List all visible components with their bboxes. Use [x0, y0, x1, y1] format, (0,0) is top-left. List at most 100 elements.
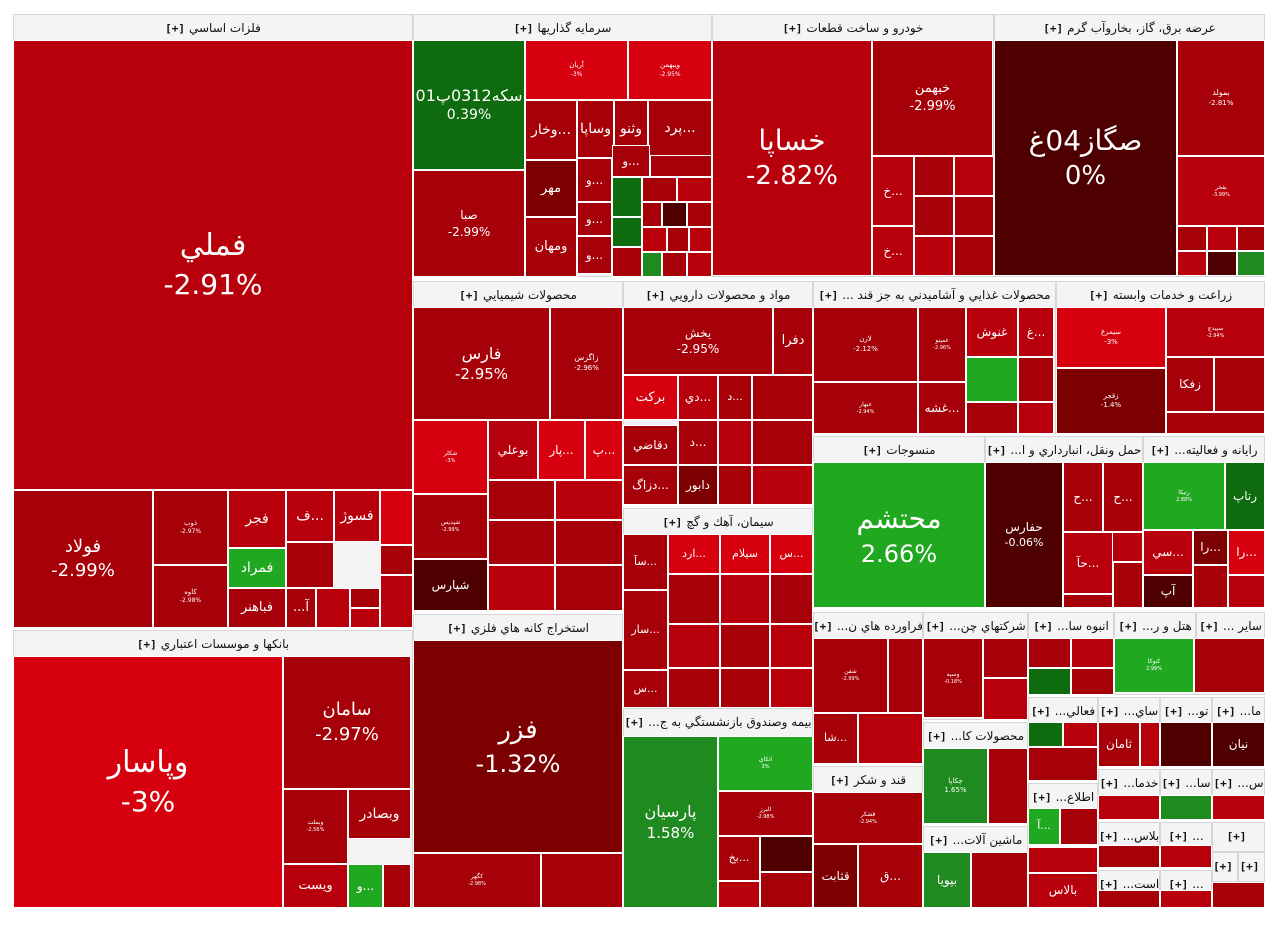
stock-tile[interactable]: پارسيان 1.58%	[623, 736, 718, 908]
stock-tile-small[interactable]	[720, 574, 770, 624]
stock-tile[interactable]: صبا -2.99%	[413, 170, 525, 277]
stock-tile[interactable]: ...پ	[585, 420, 623, 480]
stock-tile-small[interactable]	[752, 375, 813, 420]
stock-tile[interactable]: بوعلي	[488, 420, 538, 480]
stock-tile[interactable]: رتاپ	[1225, 462, 1265, 530]
stock-tile-small[interactable]	[914, 236, 954, 276]
stock-tile-small[interactable]	[983, 678, 1028, 720]
stock-tile[interactable]: ...بخ	[718, 836, 760, 881]
stock-tile[interactable]: ...د	[718, 375, 752, 420]
stock-tile-small[interactable]	[954, 196, 994, 236]
stock-tile-small[interactable]	[488, 520, 555, 565]
stock-tile-small[interactable]	[914, 156, 954, 196]
sector-expand-button[interactable]: [+]	[1239, 859, 1260, 873]
stock-tile-small[interactable]	[983, 638, 1028, 678]
stock-tile-small[interactable]	[1160, 722, 1212, 767]
stock-tile[interactable]: ...دي	[678, 375, 718, 420]
stock-tile[interactable]: ...و	[577, 236, 612, 274]
stock-tile[interactable]: خساپا -2.82%	[712, 40, 872, 276]
stock-tile[interactable]: فمراد	[228, 548, 286, 588]
sector-expand-button[interactable]: [+]	[1213, 776, 1234, 790]
stock-tile[interactable]: ...و	[577, 158, 612, 202]
stock-tile[interactable]: بركت	[623, 375, 678, 420]
stock-tile[interactable]: زفكا	[1166, 357, 1214, 412]
stock-tile-small[interactable]	[966, 357, 1018, 402]
stock-tile[interactable]: ...شا	[813, 713, 858, 764]
stock-tile[interactable]: ...س	[770, 534, 813, 574]
stock-tile-small[interactable]	[667, 227, 689, 252]
stock-tile[interactable]: بفجر -3.99%	[1177, 156, 1265, 226]
stock-tile-small[interactable]	[718, 420, 752, 465]
stock-tile-small[interactable]	[668, 624, 720, 668]
stock-tile[interactable]: صگاز04غ 0%	[994, 40, 1177, 276]
stock-tile[interactable]: ...ف	[286, 490, 334, 542]
sector-expand-button[interactable]: [+]	[1088, 288, 1109, 302]
stock-tile[interactable]: ...غشه	[918, 382, 966, 434]
stock-tile-small[interactable]	[1177, 251, 1207, 276]
stock-tile-small[interactable]	[488, 480, 555, 520]
stock-tile-small[interactable]	[612, 217, 642, 247]
sector-expand-button[interactable]: [+]	[136, 637, 157, 651]
stock-tile-small[interactable]	[858, 713, 923, 764]
sector-expand-button[interactable]: [+]	[459, 288, 479, 302]
stock-tile-small[interactable]	[555, 480, 623, 520]
stock-tile-small[interactable]	[1028, 638, 1071, 668]
stock-tile-small[interactable]	[1177, 226, 1207, 251]
sector-expand-button[interactable]: [+]	[1213, 859, 1233, 873]
stock-tile[interactable]: ويست	[283, 864, 348, 908]
sector-expand-button[interactable]: [+]	[1099, 776, 1120, 790]
stock-tile[interactable]: ...ق	[858, 844, 923, 908]
stock-tile[interactable]: چكاپا 1.65%	[923, 748, 988, 824]
stock-tile[interactable]: بالاس	[1028, 873, 1098, 908]
stock-tile[interactable]: غنوش	[966, 307, 1018, 357]
stock-tile-small[interactable]	[1063, 594, 1113, 608]
stock-tile[interactable]: دابور	[678, 465, 718, 505]
stock-tile-small[interactable]	[1063, 722, 1098, 747]
stock-tile[interactable]: وسپه -0.18%	[923, 638, 983, 718]
stock-tile[interactable]: قثابت	[813, 844, 858, 908]
sector-expand-button[interactable]: [+]	[829, 773, 850, 787]
stock-tile[interactable]: سيلام	[720, 534, 770, 574]
stock-tile-small[interactable]	[1214, 357, 1265, 412]
stock-tile-small[interactable]	[687, 252, 712, 277]
sector-expand-button[interactable]: [+]	[645, 288, 666, 302]
stock-tile[interactable]: رنيكا 2.88%	[1143, 462, 1225, 530]
stock-tile-small[interactable]	[642, 252, 662, 277]
sector-expand-button[interactable]: [+]	[862, 443, 883, 457]
stock-tile-small[interactable]	[488, 565, 555, 611]
stock-tile[interactable]: ...سي	[1143, 530, 1193, 575]
stock-tile[interactable]: حفارس -0.06%	[985, 462, 1063, 608]
stock-tile-small[interactable]	[662, 202, 687, 227]
stock-tile[interactable]: ...و	[348, 864, 383, 908]
sector-expand-button[interactable]: [+]	[1150, 443, 1171, 457]
sector-expand-button[interactable]: [+]	[165, 21, 185, 35]
stock-tile[interactable]: يخش -2.95%	[623, 307, 773, 375]
stock-tile[interactable]: فسوژ	[334, 490, 380, 542]
stock-tile-small[interactable]	[642, 227, 667, 252]
stock-tile-small[interactable]	[1140, 722, 1160, 767]
stock-tile-small[interactable]	[612, 177, 642, 217]
stock-tile[interactable]: كتوكا 2.99%	[1114, 638, 1194, 693]
stock-tile[interactable]: سيمرغ -3%	[1056, 307, 1166, 368]
stock-tile-small[interactable]	[612, 247, 642, 277]
stock-tile-small[interactable]	[541, 853, 623, 908]
stock-tile-small[interactable]	[1028, 847, 1098, 873]
sector-expand-button[interactable]: [+]	[446, 621, 467, 635]
stock-tile-small[interactable]	[662, 252, 687, 277]
stock-tile[interactable]: ...پار	[538, 420, 585, 480]
stock-tile-small[interactable]	[1071, 638, 1114, 668]
stock-tile-small[interactable]	[380, 575, 413, 628]
stock-tile-small[interactable]	[1212, 795, 1265, 820]
sector-expand-button[interactable]: [+]	[782, 21, 803, 35]
stock-tile-small[interactable]	[954, 156, 994, 196]
stock-tile-small[interactable]	[380, 490, 413, 545]
stock-tile-small[interactable]	[1160, 890, 1212, 908]
stock-tile[interactable]: البرز -2.98%	[718, 791, 813, 836]
sector-expand-button[interactable]: [+]	[1033, 619, 1054, 633]
stock-tile[interactable]: زاگرس -2.96%	[550, 307, 623, 420]
stock-tile[interactable]: ...و	[577, 202, 612, 236]
stock-tile[interactable]: ...را	[1228, 530, 1265, 575]
sector-expand-button[interactable]: [+]	[1118, 619, 1139, 633]
stock-tile-small[interactable]	[760, 872, 813, 908]
stock-tile[interactable]: اتكاي 3%	[718, 736, 813, 791]
